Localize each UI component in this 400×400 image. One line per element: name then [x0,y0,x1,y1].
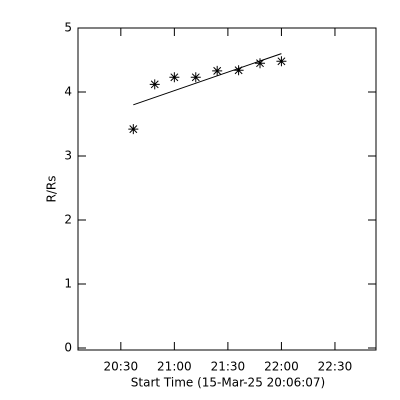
y-axis-label: R/Rs [45,176,59,203]
x-tick-label: 20:30 [104,360,139,374]
data-point [128,124,139,135]
plot-frame [77,27,377,351]
y-tick-label: 2 [64,213,72,227]
data-point [276,56,287,67]
data-point [169,72,180,83]
data-point [149,79,160,90]
y-tick-label: 4 [64,85,72,99]
y-tick-label: 3 [64,149,72,163]
x-tick-label: 22:30 [318,360,353,374]
y-tick-label: 0 [64,341,72,355]
x-tick-label: 21:30 [211,360,246,374]
fit-line [133,53,282,106]
y-tick-label: 1 [64,277,72,291]
data-point [212,65,223,76]
x-tick-label: 21:00 [157,360,192,374]
y-tick-label: 5 [64,21,72,35]
x-axis-label: Start Time (15-Mar-25 20:06:07) [131,376,325,390]
x-tick-label: 22:00 [264,360,299,374]
data-point [233,65,244,76]
data-point [255,58,266,69]
data-point [190,72,201,83]
